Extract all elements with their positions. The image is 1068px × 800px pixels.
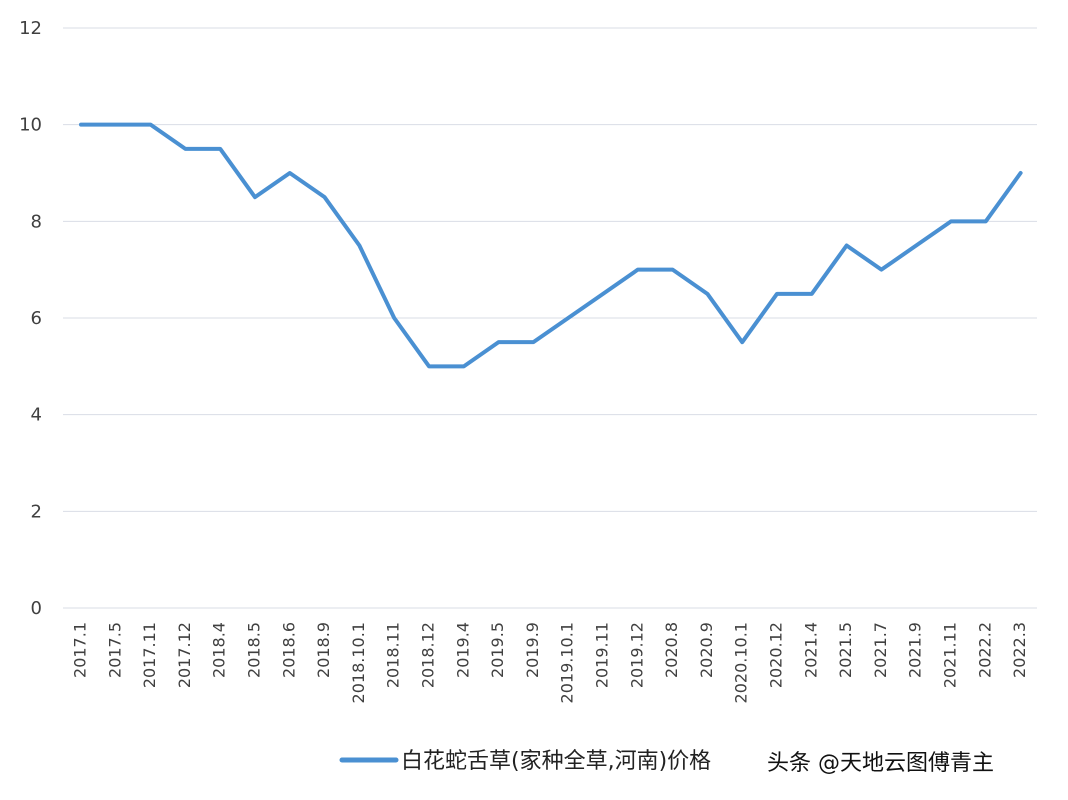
x-tick-label: 2018.5 xyxy=(245,622,264,678)
data-point xyxy=(497,340,501,344)
data-point xyxy=(636,268,640,272)
y-tick-label: 4 xyxy=(31,405,42,426)
data-point xyxy=(566,316,570,320)
data-point xyxy=(601,292,605,296)
x-tick-label: 2021.4 xyxy=(801,622,820,678)
x-tick-label: 2022.3 xyxy=(1010,622,1029,678)
x-tick-label: 2018.9 xyxy=(314,622,333,678)
x-axis-ticks: 2017.1 2017.5 2017.11 2017.12 2018.4 2018.5 20… xyxy=(71,622,1030,703)
x-tick-label: 2017.12 xyxy=(175,622,194,688)
data-point xyxy=(531,340,535,344)
x-tick-label: 2019.10.1 xyxy=(558,622,577,703)
x-tick-label: 2021.5 xyxy=(836,622,855,678)
x-tick-label: 2018.4 xyxy=(210,622,229,678)
data-point xyxy=(79,123,83,127)
y-tick-label: 8 xyxy=(31,211,42,232)
data-point xyxy=(462,364,466,368)
data-point xyxy=(914,244,918,248)
x-tick-label: 2022.2 xyxy=(975,622,994,678)
x-tick-label: 2019.9 xyxy=(523,622,542,678)
data-point xyxy=(775,292,779,296)
y-tick-label: 12 xyxy=(19,18,42,39)
series-lines xyxy=(79,122,1023,369)
data-point xyxy=(427,364,431,368)
x-tick-label: 2018.12 xyxy=(419,622,438,688)
y-tick-label: 2 xyxy=(31,501,42,522)
y-tick-label: 0 xyxy=(31,598,42,619)
y-tick-label: 10 xyxy=(19,115,42,136)
data-point xyxy=(357,244,361,248)
x-tick-label: 2018.11 xyxy=(384,622,403,688)
data-point xyxy=(288,171,292,175)
x-tick-label: 2020.9 xyxy=(697,622,716,678)
data-point xyxy=(149,123,153,127)
x-tick-label: 2019.12 xyxy=(627,622,646,688)
x-tick-label: 2018.10.1 xyxy=(349,622,368,703)
x-tick-label: 2017.11 xyxy=(140,622,159,688)
data-point xyxy=(949,219,953,223)
x-tick-label: 2019.11 xyxy=(593,622,612,688)
data-point xyxy=(392,316,396,320)
data-point xyxy=(740,340,744,344)
watermark-text: 头条 @天地云图傅青主 xyxy=(767,751,994,776)
data-point xyxy=(253,195,257,199)
data-point xyxy=(705,292,709,296)
x-tick-label: 2021.11 xyxy=(941,622,960,688)
x-tick-label: 2020.8 xyxy=(662,622,681,678)
watermark: 头条 @天地云图傅青主 xyxy=(767,751,994,776)
data-point xyxy=(810,292,814,296)
data-point xyxy=(879,268,883,272)
x-tick-label: 2020.10.1 xyxy=(732,622,751,703)
data-point xyxy=(1019,171,1023,175)
y-axis-ticks: 0 2 4 6 8 10 12 xyxy=(19,18,42,619)
y-tick-label: 6 xyxy=(31,308,42,329)
data-point xyxy=(218,147,222,151)
legend: 白花蛇舌草(家种全草,河南)价格 xyxy=(339,749,711,774)
data-point xyxy=(114,123,118,127)
data-point xyxy=(671,268,675,272)
grid-lines xyxy=(63,27,1037,609)
series-line xyxy=(79,122,1023,369)
data-point xyxy=(845,244,849,248)
x-tick-label: 2021.7 xyxy=(871,622,890,678)
x-tick-label: 2017.1 xyxy=(71,622,90,678)
data-point xyxy=(984,219,988,223)
x-tick-label: 2019.4 xyxy=(453,622,472,678)
x-tick-label: 2019.5 xyxy=(488,622,507,678)
data-point xyxy=(183,147,187,151)
x-tick-label: 2018.6 xyxy=(279,622,298,678)
x-tick-label: 2020.12 xyxy=(767,622,786,688)
x-tick-label: 2017.5 xyxy=(105,622,124,678)
legend-label: 白花蛇舌草(家种全草,河南)价格 xyxy=(401,749,711,774)
data-point xyxy=(323,195,327,199)
x-tick-label: 2021.9 xyxy=(906,622,925,678)
